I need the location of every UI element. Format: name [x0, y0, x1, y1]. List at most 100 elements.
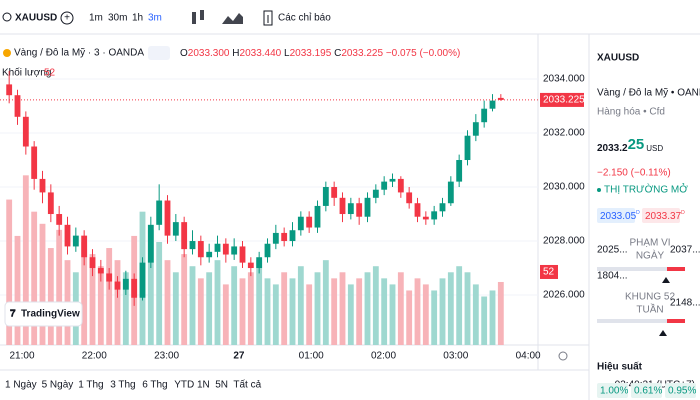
- c-value: 2033.225: [341, 48, 383, 59]
- candle-body: [414, 203, 421, 217]
- volume-bar: [106, 248, 113, 345]
- candle-body: [297, 216, 304, 231]
- indicators[interactable]: Các chỉ báo: [278, 12, 331, 24]
- volume-bar: [214, 260, 221, 345]
- candle-body: [239, 246, 246, 263]
- volume-bar: [347, 284, 354, 345]
- indicators-icon[interactable]: [263, 10, 273, 26]
- add-icon[interactable]: [60, 11, 74, 25]
- range-button[interactable]: 5 Ngày: [42, 380, 74, 391]
- watermark-logo: 𝟕: [10, 309, 16, 320]
- day-label: PHẠM VI: [629, 238, 670, 249]
- interval-active[interactable]: 3m: [148, 13, 162, 24]
- volume-bar: [239, 278, 246, 345]
- volume-bar: [289, 278, 296, 345]
- panel-change: −2.150 (−0.11%): [597, 168, 671, 179]
- bid: 2033.05D: [600, 210, 640, 221]
- volume-bar: [422, 284, 429, 345]
- x-tick-label: 02:00: [371, 351, 396, 362]
- bid-box: [597, 208, 635, 223]
- range-button[interactable]: Tất cả: [233, 379, 261, 391]
- watermark: TradingView: [21, 309, 80, 320]
- last-volume-label: 52: [543, 267, 555, 278]
- volume-bar: [439, 278, 446, 345]
- week-label: KHUNG 52: [625, 292, 675, 303]
- candle-body: [64, 224, 71, 247]
- ask: 2033.37D: [645, 210, 685, 221]
- chart-type-icons[interactable]: [192, 10, 243, 24]
- candle-body: [472, 122, 479, 136]
- volume-bar: [206, 272, 213, 345]
- o-value: 2033.300: [188, 48, 230, 59]
- search-icon[interactable]: [2, 12, 12, 22]
- range-button[interactable]: 5N: [215, 380, 228, 391]
- ask-box: [642, 208, 680, 223]
- candle-body: [447, 181, 454, 204]
- status-dot: [597, 188, 601, 192]
- symbol[interactable]: XAUUSD: [15, 13, 57, 24]
- range-button[interactable]: 1 Thg: [78, 380, 103, 391]
- volume-bar: [431, 290, 438, 345]
- volume-bar: [314, 272, 321, 345]
- candle-body: [122, 278, 129, 290]
- volume-bar: [372, 266, 379, 345]
- last-volume-box: [540, 264, 558, 279]
- interval[interactable]: 1h: [132, 13, 143, 24]
- candle-body: [131, 278, 138, 298]
- candle-body: [39, 178, 46, 193]
- volume-bar: [472, 284, 479, 345]
- volume-bar: [47, 248, 54, 345]
- volume-bar: [147, 229, 154, 345]
- y-tick-label: 2034.000: [543, 74, 585, 85]
- settings-icon[interactable]: [558, 351, 568, 361]
- range-button[interactable]: 6 Thg: [142, 380, 167, 391]
- candle-body: [464, 135, 471, 161]
- plot: 2026.000 2028.000 2030.000 2032.000 2034.000…: [0, 70, 585, 362]
- range-button[interactable]: 3 Thg: [110, 380, 135, 391]
- y-tick-label: 2026.000: [543, 290, 585, 301]
- volume-bar: [397, 272, 404, 345]
- day-low: 2025...: [597, 245, 628, 256]
- candle-body: [89, 257, 96, 269]
- candle-body: [22, 116, 29, 147]
- range-button[interactable]: YTD: [174, 380, 194, 391]
- x-tick-label: 01:00: [299, 351, 324, 362]
- volume-bar: [22, 175, 29, 345]
- candle-body: [172, 222, 179, 236]
- candle-body: [156, 200, 163, 225]
- volume-bar: [231, 266, 238, 345]
- candle-body: [406, 192, 413, 204]
- candle-body: [364, 197, 371, 217]
- perf-box: [597, 383, 628, 398]
- interval[interactable]: 30m: [108, 13, 127, 24]
- interval[interactable]: 1m: [89, 13, 103, 24]
- volume-bar: [364, 272, 371, 345]
- candle-body: [114, 281, 121, 290]
- perf-box: [665, 383, 696, 398]
- candle-body: [47, 192, 54, 215]
- volume-bar: [14, 235, 21, 345]
- volume-bar: [497, 281, 504, 345]
- week-range-fill: [667, 319, 685, 323]
- volume-bar: [264, 278, 271, 345]
- volume-bar: [356, 278, 363, 345]
- candle-body: [214, 243, 221, 252]
- y-tick-label: 2028.000: [543, 236, 585, 247]
- legend-toggle[interactable]: [148, 46, 170, 60]
- candle-body: [147, 224, 154, 263]
- volume-bar: [97, 266, 104, 345]
- candle-body: [14, 95, 21, 117]
- performance-title: Hiệu suất: [597, 361, 643, 373]
- volume-bar: [222, 284, 229, 345]
- day-label: NGÀY: [636, 249, 665, 262]
- volume-bar: [406, 290, 413, 345]
- volume-bar: [322, 260, 329, 345]
- x-tick-label: 23:00: [154, 351, 179, 362]
- volume-bar: [31, 211, 38, 345]
- range-button[interactable]: 1N: [197, 380, 210, 391]
- range-button[interactable]: 1 Ngày: [5, 380, 37, 391]
- y-tick-label: 2032.000: [543, 128, 585, 139]
- volume-bar: [181, 254, 188, 345]
- bottom-bar: 1 Ngày 5 Ngày 1 Thg 3 Thg 6 Thg YTD 1N 5N Tất cả: [5, 379, 262, 391]
